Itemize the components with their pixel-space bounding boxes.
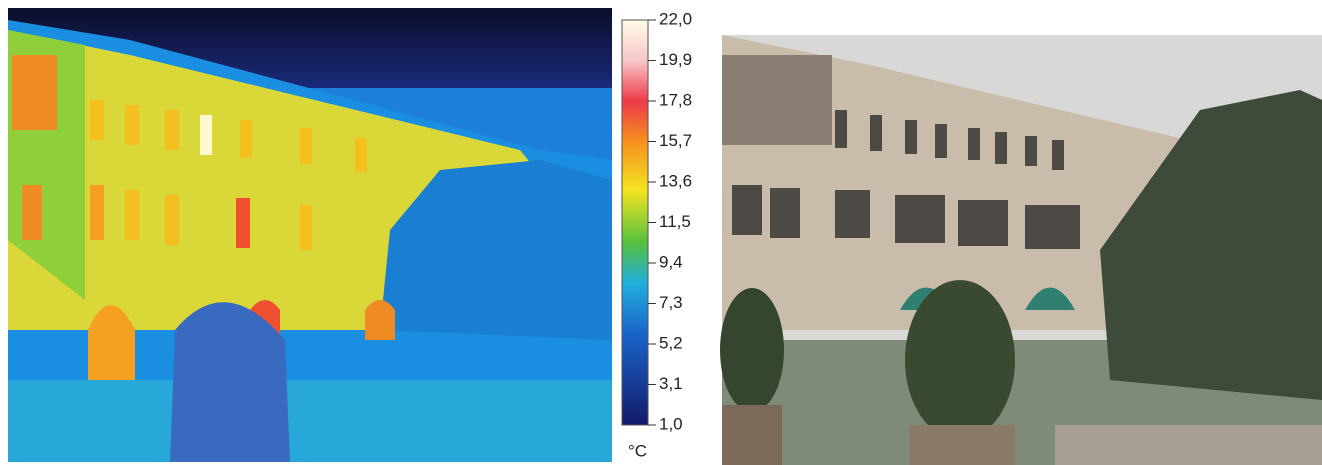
tick-label: 19,9	[659, 50, 692, 69]
tick-label: 13,6	[659, 171, 692, 190]
tick-label: 22,0	[659, 9, 692, 28]
tick-label: 1,0	[659, 414, 683, 433]
tick-label: 15,7	[659, 131, 692, 150]
tick-label: 11,5	[659, 212, 691, 231]
tick-label: 7,3	[659, 293, 683, 312]
unit-label: °C	[628, 441, 647, 460]
colorbar	[622, 20, 648, 425]
figure: 22,019,917,815,713,611,59,47,35,23,11,0 …	[0, 0, 1322, 465]
thermal-image	[8, 8, 612, 462]
colorbar-ticks: 22,0 19,9 17,8 15,7 13,6 11,5 9,4 7,3 5,2 3,1 1,0	[648, 9, 692, 433]
tick-label: 5,2	[659, 333, 683, 352]
photo	[720, 35, 1322, 465]
tick-label: 17,8	[659, 90, 692, 109]
tick-label: 9,4	[659, 252, 683, 271]
tick-label: 3,1	[659, 374, 683, 393]
